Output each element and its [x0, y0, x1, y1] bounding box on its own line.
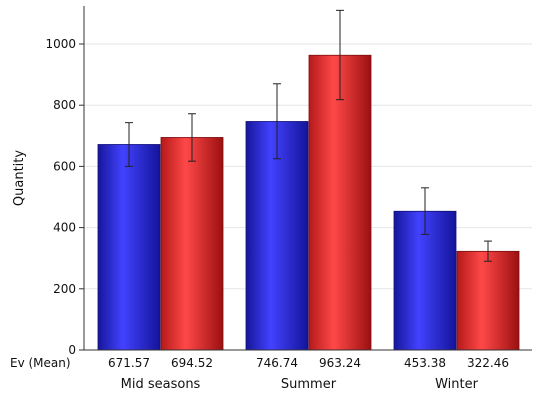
table-values: 671.57 694.52 746.74 963.24 453.38 322.46 — [108, 356, 509, 370]
error-bars — [125, 9, 492, 262]
y-tick-label: 1000 — [45, 37, 76, 51]
table-value: 453.38 — [404, 356, 446, 370]
category-label: Summer — [281, 377, 337, 392]
y-tick-label: 800 — [53, 98, 76, 112]
y-tick-label: 600 — [53, 159, 76, 173]
category-label: Mid seasons — [121, 377, 201, 392]
bar-winter-2 — [456, 250, 520, 351]
bar-mid-seasons-1 — [97, 144, 161, 351]
y-tick-label: 400 — [53, 221, 76, 235]
table-value: 746.74 — [256, 356, 298, 370]
y-axis-label: Quantity — [12, 150, 27, 206]
y-tick-labels: 0 200 400 600 800 1000 — [45, 37, 84, 357]
table-value: 671.57 — [108, 356, 150, 370]
axes — [83, 6, 532, 351]
table-value: 322.46 — [467, 356, 509, 370]
bar-summer-1 — [245, 121, 309, 351]
table-row-label: Ev (Mean) — [10, 356, 71, 370]
bar-mid-seasons-2 — [160, 137, 224, 351]
bars — [97, 54, 520, 351]
table-value: 694.52 — [171, 356, 213, 370]
category-label: Winter — [435, 377, 479, 392]
table-value: 963.24 — [319, 356, 361, 370]
y-tick-label: 200 — [53, 282, 76, 296]
y-tick-label: 0 — [68, 343, 76, 357]
category-labels: Mid seasons Summer Winter — [121, 377, 479, 392]
